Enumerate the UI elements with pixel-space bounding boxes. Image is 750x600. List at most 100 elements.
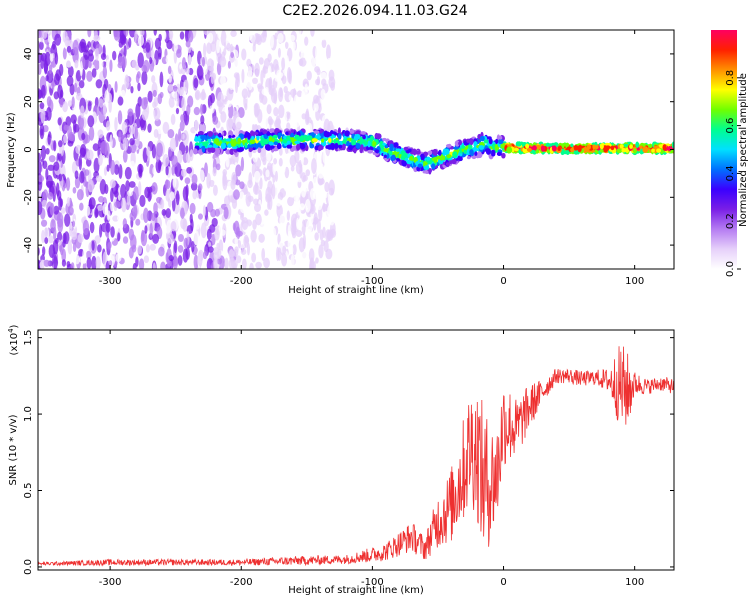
spectrogram-cell <box>172 255 179 269</box>
spectrogram-cell <box>49 202 55 216</box>
spectrogram-cell <box>78 155 83 171</box>
spectrogram-cell <box>106 210 111 221</box>
spectrogram-cell <box>58 140 63 148</box>
spectrogram-ridge-cell <box>497 138 504 145</box>
spectrogram-cell <box>79 170 85 184</box>
spectrogram-cell <box>330 81 336 91</box>
spectrogram-cell <box>210 73 215 85</box>
spectrogram-cell <box>77 233 84 244</box>
spectrogram-ridge-cell <box>197 131 204 135</box>
spectrogram-ridge-cell <box>272 134 278 139</box>
spectrogram-cell <box>173 90 178 106</box>
spectrogram-cell <box>40 219 48 227</box>
spectrogram-cell <box>278 157 283 167</box>
spectrogram-cell <box>290 254 295 269</box>
spectrogram-ridge-cell <box>426 156 431 161</box>
spectrogram-cell <box>114 116 118 132</box>
y-tick-label: 0 <box>23 146 34 152</box>
spectrogram-ridge-cell <box>498 135 503 140</box>
spectrogram-cell <box>137 82 141 92</box>
spectrogram-cell <box>250 229 257 243</box>
spectrogram-cell <box>278 104 285 119</box>
spectrogram-cell <box>291 230 297 239</box>
spectrogram-cell <box>266 104 272 115</box>
spectrogram-ridge-cell <box>252 131 259 135</box>
spectrogram-cell <box>284 41 289 50</box>
spectrogram-cell <box>87 101 92 112</box>
spectrogram-ridge-cell <box>525 143 530 149</box>
spectrogram-cell <box>200 114 205 125</box>
spectrogram-cell <box>79 202 84 211</box>
spectrogram-cell <box>57 218 64 233</box>
spectrogram-cell <box>105 222 111 233</box>
spectrogram-cell <box>132 262 137 269</box>
spectrogram-cell <box>187 30 194 43</box>
spectrogram-cell <box>173 240 178 254</box>
spectrogram-ridge-cell <box>200 135 204 140</box>
spectrogram-cell <box>124 74 130 89</box>
spectrogram-cell <box>216 257 223 265</box>
spectrogram-cell <box>86 70 93 82</box>
spectrogram-cell <box>156 196 162 204</box>
spectrogram-ridge-cell <box>197 149 203 155</box>
spectrogram-cell <box>300 184 307 198</box>
spectrogram-ridge-cell <box>277 132 283 137</box>
spectrogram-cell <box>131 59 137 69</box>
spectrogram-cell <box>45 168 49 181</box>
spectrogram-cell <box>73 254 80 265</box>
spectrogram-cell <box>207 246 214 253</box>
x-tick-label: -100 <box>361 577 384 588</box>
spectrogram-cell <box>292 244 297 256</box>
spectrogram-cell <box>164 179 171 190</box>
spectrogram-cell <box>109 134 113 150</box>
spectrogram-ridge-cell <box>428 168 432 175</box>
spectrogram-cell <box>85 250 92 260</box>
spectrogram-ridge-cell <box>304 137 310 142</box>
spectrogram-ridge-cell <box>359 146 363 154</box>
spectrogram-cell <box>149 222 153 239</box>
spectrogram-cell <box>167 128 175 139</box>
spectrogram-ridge-cell <box>526 147 532 152</box>
spectrogram-cell <box>240 203 247 214</box>
spectrogram-cell <box>314 66 320 73</box>
spectrogram-cell <box>184 177 191 185</box>
spectrogram-cell <box>158 33 162 42</box>
spectrogram-cell <box>180 169 187 177</box>
spectrogram-ridge-cell <box>341 143 346 151</box>
spectrogram-y-axis: -40 -20 0 20 40 <box>23 48 674 253</box>
spectrogram-ridge-cell <box>412 148 417 156</box>
spectrogram-cell <box>40 259 45 269</box>
spectrogram-ridge-cell <box>194 135 198 140</box>
spectrogram-cell <box>241 48 247 61</box>
spectrogram-cell <box>315 45 320 61</box>
spectrogram-cell <box>49 53 54 62</box>
spectrogram-ridge-cell <box>218 133 222 138</box>
spectrogram-cell <box>54 237 59 244</box>
spectrogram-ridge-cell <box>592 144 597 150</box>
spectrogram-cell <box>260 32 267 43</box>
spectrogram-ridge-cell <box>265 144 271 151</box>
spectrogram-cell <box>211 217 218 227</box>
spectrogram-cell <box>54 33 62 46</box>
spectrogram-ridge-cell <box>495 138 499 145</box>
spectrogram-cell <box>226 100 232 108</box>
spectrogram-cell <box>94 207 99 219</box>
spectrogram-ridge-cell <box>355 143 361 150</box>
spectrogram-cell <box>213 251 220 260</box>
spectrogram-cell <box>45 148 50 155</box>
spectrogram-cell <box>190 218 194 232</box>
spectrogram-cell <box>140 129 146 143</box>
spectrogram-cell <box>165 252 169 263</box>
spectrogram-cell <box>207 32 214 44</box>
spectrogram-ridge-cell <box>214 147 221 155</box>
spectrogram-cell <box>91 240 95 251</box>
spectrogram-cell <box>197 251 203 267</box>
spectrogram-cell <box>188 67 194 76</box>
y-tick-label: 0.5 <box>23 483 34 499</box>
spectrogram-cell <box>305 108 310 123</box>
spectrogram-cell <box>182 218 188 232</box>
spectrogram-cell <box>68 223 73 237</box>
spectrogram-cell <box>58 173 63 182</box>
x-tick-label: 100 <box>625 577 644 588</box>
spectrogram-cell <box>311 158 317 174</box>
